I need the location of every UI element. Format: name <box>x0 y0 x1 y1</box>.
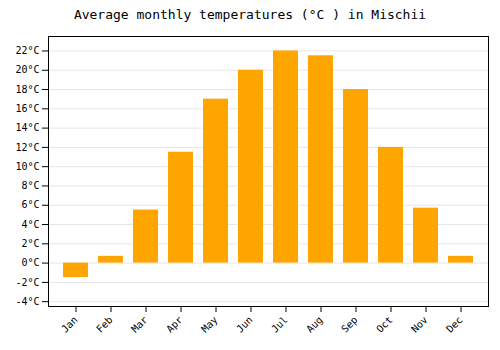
svg-text:Feb: Feb <box>94 314 115 335</box>
svg-text:14°C: 14°C <box>15 122 39 133</box>
svg-text:Jun: Jun <box>234 314 255 335</box>
svg-text:Jul: Jul <box>269 314 290 335</box>
svg-text:-2°C: -2°C <box>15 277 39 288</box>
html-text:Average monthly temperatures (: Average monthly temperatures (°C ) in Mi… <box>73 7 427 22</box>
svg-text:18°C: 18°C <box>15 84 39 95</box>
svg-text:2°C: 2°C <box>21 238 39 249</box>
svg-text:Sep: Sep <box>339 314 360 335</box>
svg-text:-4°C: -4°C <box>15 296 39 307</box>
svg-text:May: May <box>199 314 220 335</box>
svg-text:16°C: 16°C <box>15 103 39 114</box>
svg-text:6°C: 6°C <box>21 199 39 210</box>
svg-text:12°C: 12°C <box>15 142 39 153</box>
svg-text:Mar: Mar <box>129 314 150 335</box>
svg-text:4°C: 4°C <box>21 219 39 230</box>
svg-text:Nov: Nov <box>409 314 430 335</box>
svg-text:0°C: 0°C <box>21 257 39 268</box>
svg-text:8°C: 8°C <box>21 180 39 191</box>
svg-text:20°C: 20°C <box>15 64 39 75</box>
svg-text:Apr: Apr <box>164 314 185 335</box>
svg-text:Oct: Oct <box>374 314 395 335</box>
svg-text:Aug: Aug <box>304 314 325 335</box>
svg-text:Dec: Dec <box>444 314 465 335</box>
svg-text:Jan: Jan <box>59 314 80 335</box>
svg-text:22°C: 22°C <box>15 45 39 56</box>
svg-text:10°C: 10°C <box>15 161 39 172</box>
